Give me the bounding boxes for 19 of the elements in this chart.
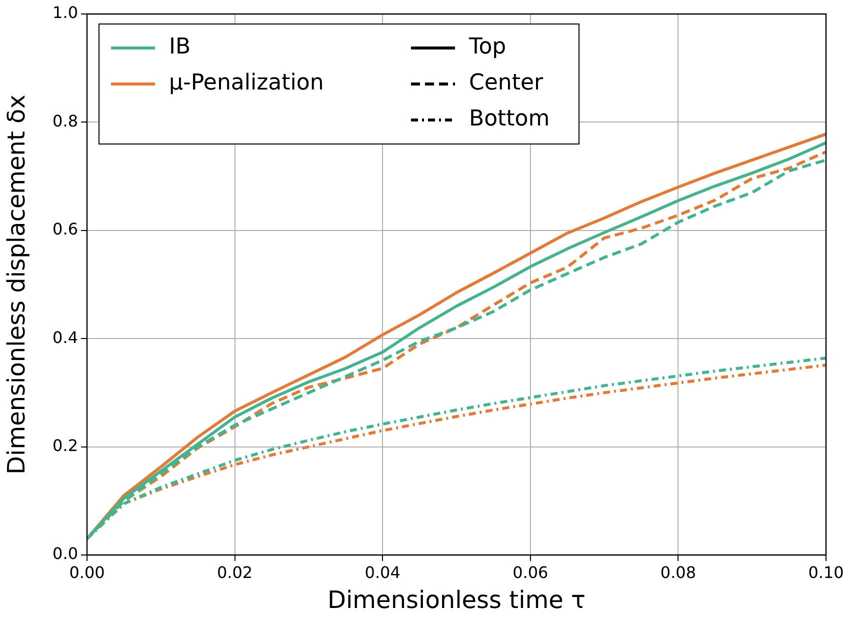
x-tick-label: 0.10 [808,562,844,582]
y-tick-label: 0.6 [52,220,78,239]
legend-label: μ-Penalization [169,70,324,96]
legend-label: IB [169,34,191,60]
y-tick-label: 0.8 [52,111,78,130]
x-tick-label: 0.04 [364,562,400,582]
legend-label: Top [468,34,506,60]
x-tick-label: 0.02 [216,562,253,582]
legend-label: Center [469,70,544,96]
y-axis-title: Dimensionless displacement δx [2,94,31,474]
y-tick-label: 0.0 [52,544,78,564]
y-tick-label: 1.0 [52,3,78,22]
x-tick-label: 0.08 [660,562,696,582]
x-tick-label: 0.00 [69,562,105,582]
legend-label: Bottom [469,106,550,132]
y-tick-label: 0.2 [52,436,78,455]
x-axis-title: Dimensionless time τ [328,586,586,614]
x-tick-label: 0.06 [512,562,548,582]
y-tick-label: 0.4 [52,328,78,347]
